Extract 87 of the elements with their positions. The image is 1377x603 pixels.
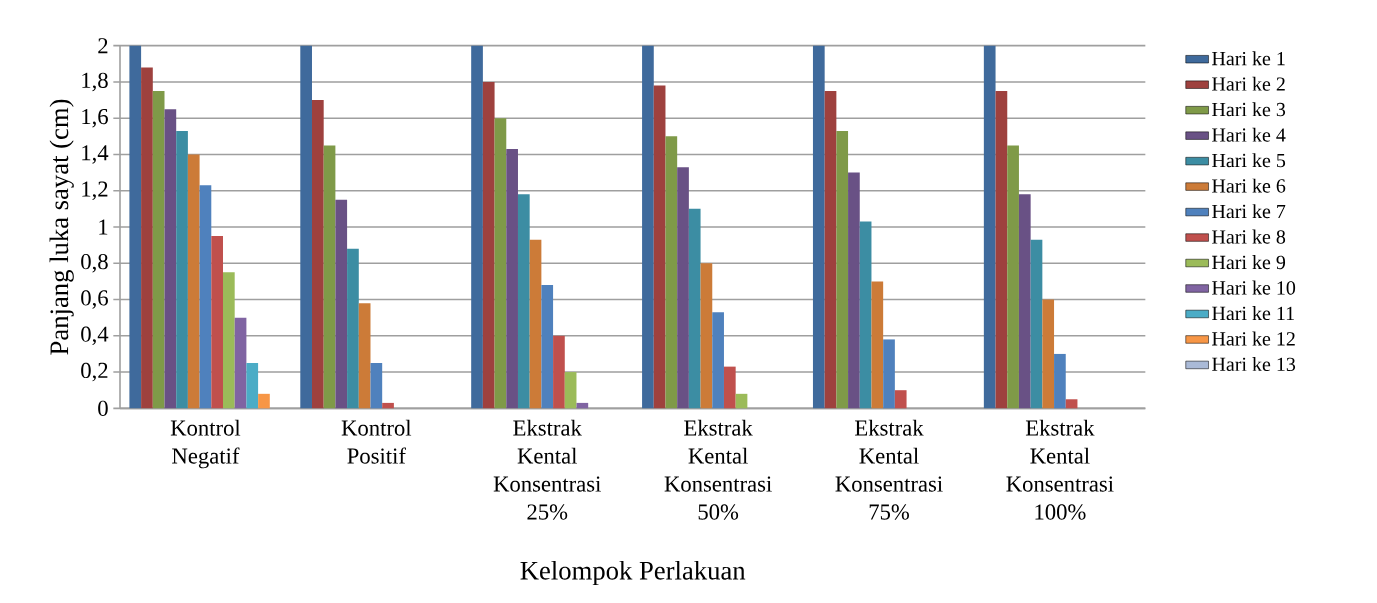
y-tick-label: 1 — [99, 219, 108, 235]
bar — [836, 130, 849, 409]
bar — [494, 118, 507, 409]
x-tick-label: Ekstrak Kental Konsentrasi 75% — [835, 419, 943, 520]
bar — [323, 145, 336, 409]
bar — [529, 239, 542, 409]
bar — [382, 402, 394, 409]
legend-label: Hari ke 11 — [1212, 306, 1294, 321]
bar — [152, 91, 165, 409]
y-tick-label: 0 — [98, 400, 108, 416]
bar — [1018, 194, 1031, 409]
bar — [848, 172, 860, 409]
bar — [712, 312, 724, 409]
x-tick-label: Ekstrak Kental Konsentrasi 25% — [493, 419, 601, 520]
bar — [983, 45, 996, 409]
y-tick-label: 0,4 — [81, 326, 109, 346]
bar — [700, 263, 713, 409]
bar — [1007, 145, 1019, 409]
bar — [358, 303, 371, 409]
legend-label: Hari ke 4 — [1212, 127, 1286, 142]
bar — [665, 136, 678, 409]
legend-label: Hari ke 5 — [1212, 153, 1286, 168]
bar — [1042, 299, 1055, 409]
bar — [347, 248, 359, 409]
bar — [1065, 399, 1078, 409]
bar — [370, 363, 383, 409]
bar — [506, 149, 518, 409]
bar — [199, 185, 212, 409]
bar — [995, 91, 1008, 409]
bar — [688, 208, 701, 409]
y-tick-label: 0,6 — [81, 290, 108, 309]
bar — [564, 372, 577, 409]
bar — [300, 45, 312, 409]
bar — [553, 335, 565, 409]
bar — [129, 45, 142, 409]
y-tick-label: 1,2 — [82, 181, 108, 200]
y-tick-label: 1,8 — [82, 72, 108, 92]
bar — [894, 390, 907, 409]
x-tick-label: Ekstrak Kental Konsentrasi 100% — [1006, 419, 1114, 520]
bar — [812, 45, 825, 409]
bar — [1054, 353, 1066, 409]
bar — [471, 45, 483, 409]
bar — [576, 402, 589, 409]
legend-label: Hari ke 7 — [1212, 204, 1286, 219]
y-axis-title: Panjang luka sayat (cm) — [49, 99, 74, 355]
legend-label: Hari ke 13 — [1212, 357, 1296, 372]
legend-label: Hari ke 3 — [1212, 102, 1286, 117]
bar — [482, 81, 495, 409]
y-tick-label: 0,2 — [81, 362, 108, 382]
bar — [223, 272, 235, 409]
y-tick-label: 2 — [98, 38, 108, 54]
bar — [187, 154, 200, 409]
legend-label: Hari ke 10 — [1212, 280, 1296, 295]
bar — [735, 393, 748, 409]
x-tick-label: Kontrol Negatif — [170, 419, 241, 469]
y-tick-label: 1,4 — [82, 145, 109, 164]
bar — [246, 363, 259, 409]
bar — [653, 85, 666, 409]
bar — [723, 366, 736, 409]
bar — [871, 281, 884, 409]
x-tick-label: Kontrol Positif — [341, 419, 412, 464]
legend-label: Hari ke 12 — [1212, 331, 1295, 346]
legend-label: Hari ke 6 — [1212, 178, 1286, 193]
bar — [311, 100, 324, 409]
bar — [141, 67, 153, 409]
legend-label: Hari ke 8 — [1212, 229, 1286, 244]
bar — [258, 393, 270, 409]
bar — [642, 45, 654, 409]
bar — [176, 130, 188, 409]
bar — [164, 109, 177, 409]
bar — [824, 91, 837, 409]
bar — [859, 221, 872, 409]
bar — [234, 317, 247, 409]
x-axis-title: Kelompok Perlakuan — [520, 560, 746, 586]
legend-label: Hari ke 1 — [1212, 51, 1285, 66]
bar — [541, 285, 554, 409]
legend-label: Hari ke 2 — [1212, 76, 1285, 91]
bar — [677, 167, 689, 409]
bar — [883, 339, 895, 409]
bar — [1030, 239, 1043, 409]
bar — [517, 194, 530, 409]
legend-label: Hari ke 9 — [1212, 255, 1286, 270]
x-tick-label: Ekstrak Kental Konsentrasi 50% — [664, 419, 772, 520]
y-tick-label: 0,8 — [81, 253, 108, 273]
y-tick-label: 1,6 — [82, 108, 108, 128]
bar — [211, 236, 223, 409]
bar — [335, 199, 348, 409]
